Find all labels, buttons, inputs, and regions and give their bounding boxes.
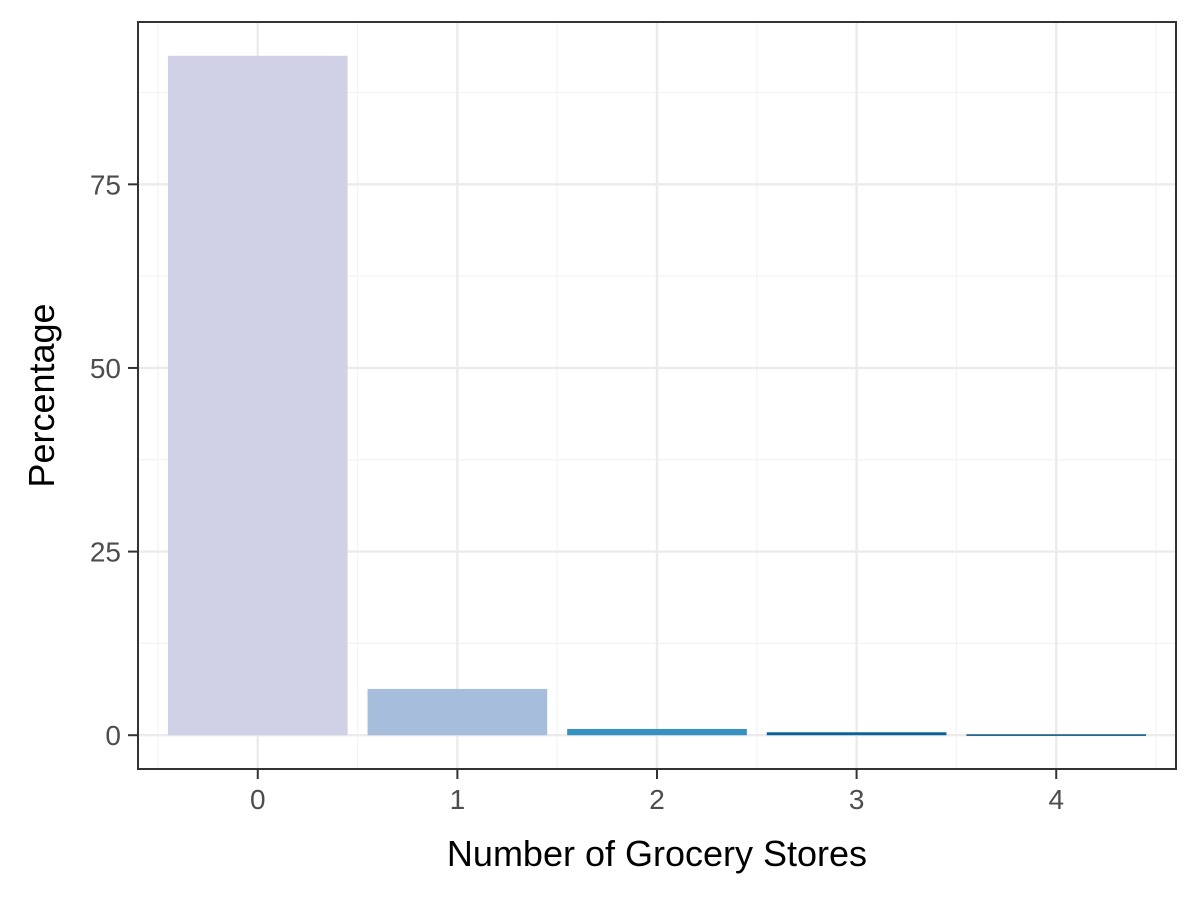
y-tick-label: 0 bbox=[105, 720, 121, 751]
bar-4 bbox=[966, 734, 1147, 736]
bar-1 bbox=[367, 688, 548, 736]
x-tick-label: 3 bbox=[849, 784, 865, 815]
y-tick-label: 75 bbox=[90, 169, 121, 200]
x-tick-label: 0 bbox=[250, 784, 266, 815]
tick-labels: 0 25 50 75 0 1 2 3 4 bbox=[90, 169, 1064, 815]
y-tick-label: 25 bbox=[90, 537, 121, 568]
axis-ticks bbox=[128, 183, 1058, 779]
x-tick-label: 2 bbox=[649, 784, 665, 815]
x-axis-title: Number of Grocery Stores bbox=[447, 833, 867, 874]
bar-3 bbox=[766, 732, 947, 736]
x-tick-label: 4 bbox=[1048, 784, 1064, 815]
bar-0 bbox=[167, 55, 348, 736]
bar-2 bbox=[567, 728, 747, 736]
y-axis-title: Percentage bbox=[21, 303, 62, 487]
x-tick-label: 1 bbox=[450, 784, 466, 815]
y-tick-label: 50 bbox=[90, 353, 121, 384]
bars bbox=[167, 55, 1147, 736]
